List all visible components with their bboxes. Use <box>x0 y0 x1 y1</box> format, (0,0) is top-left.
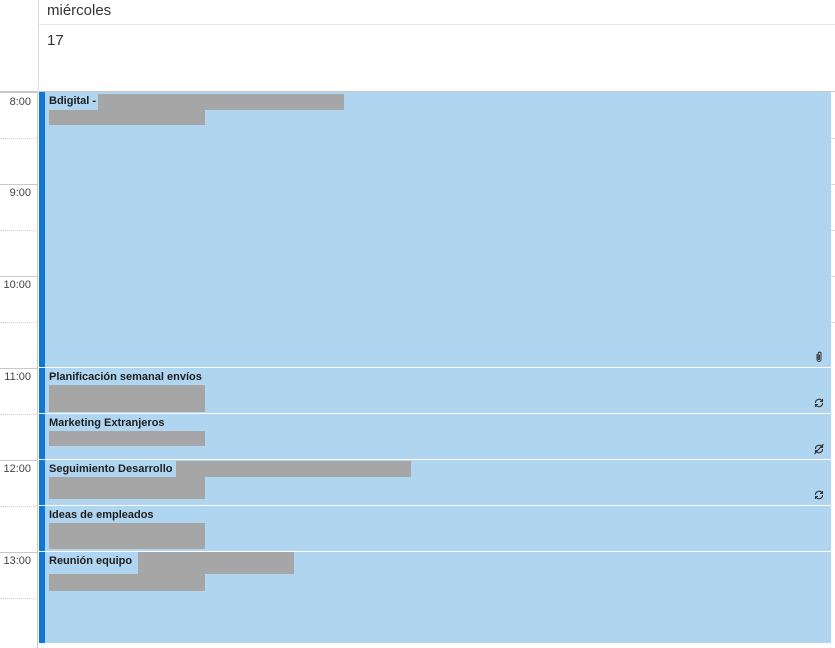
hour-line <box>0 552 38 553</box>
time-column-divider <box>38 0 39 92</box>
event-color-bar <box>39 552 45 643</box>
gutter-line <box>831 138 835 139</box>
event-reunion[interactable]: Reunión equipo <box>39 552 831 644</box>
event-seguimiento[interactable]: Seguimiento Desarrollo <box>39 460 831 506</box>
header-divider <box>39 24 835 25</box>
redacted-text <box>49 385 205 412</box>
event-color-bar <box>39 414 45 459</box>
redacted-text <box>138 552 294 574</box>
event-title: Planificación semanal envíos <box>49 371 202 383</box>
event-bdigital[interactable]: Bdigital - <box>39 92 831 368</box>
gutter-line <box>831 184 835 185</box>
recurring-exception-icon <box>814 443 824 455</box>
gutter-line <box>831 230 835 231</box>
half-hour-line <box>0 414 38 415</box>
day-header: miércoles 17 <box>0 0 835 92</box>
hour-line <box>0 368 38 369</box>
recurring-icon <box>814 490 824 500</box>
hour-label: 9:00 <box>9 187 31 199</box>
event-color-bar <box>39 460 45 505</box>
right-gutter <box>831 92 835 648</box>
event-color-bar <box>39 368 45 413</box>
event-title: Ideas de empleados <box>49 509 154 521</box>
hour-label: 12:00 <box>3 463 31 475</box>
event-planificacion[interactable]: Planificación semanal envíos <box>39 368 831 414</box>
day-number[interactable]: 17 <box>47 32 64 49</box>
gutter-line <box>831 322 835 323</box>
half-hour-line <box>0 598 38 599</box>
event-title: Reunión equipo <box>49 555 133 567</box>
paperclip-icon <box>816 351 822 362</box>
event-title: Marketing Extranjeros <box>49 417 165 429</box>
half-hour-line <box>0 506 38 507</box>
event-color-bar <box>39 506 45 551</box>
redacted-text <box>176 461 411 477</box>
gutter-line <box>831 276 835 277</box>
time-column: 8:00 9:00 10:00 11:00 12:00 13:00 <box>0 92 38 648</box>
redacted-text <box>49 431 205 446</box>
redacted-text <box>98 94 344 110</box>
half-hour-line <box>0 138 38 139</box>
redacted-text <box>49 477 205 499</box>
hour-label: 8:00 <box>9 96 31 108</box>
hour-label: 10:00 <box>3 279 31 291</box>
hour-line <box>0 276 38 277</box>
redacted-text <box>49 574 205 591</box>
recurring-icon <box>814 398 824 408</box>
hour-line <box>0 460 38 461</box>
half-hour-line <box>0 322 38 323</box>
hour-line <box>0 92 38 93</box>
redacted-text <box>49 110 205 125</box>
hour-line <box>0 184 38 185</box>
redacted-text <box>49 523 205 549</box>
event-title: Bdigital - <box>49 95 97 107</box>
event-title: Seguimiento Desarrollo <box>49 463 173 475</box>
event-color-bar <box>39 92 45 367</box>
hour-label: 13:00 <box>3 555 31 567</box>
event-marketing[interactable]: Marketing Extranjeros <box>39 414 831 460</box>
half-hour-line <box>0 230 38 231</box>
calendar-grid: 8:00 9:00 10:00 11:00 12:00 13:00 Bdigit… <box>0 92 835 648</box>
hour-label: 11:00 <box>4 371 31 383</box>
events-area: Bdigital - Planificación semanal envíos … <box>39 92 835 648</box>
event-ideas[interactable]: Ideas de empleados <box>39 506 831 552</box>
day-name[interactable]: miércoles <box>47 2 112 19</box>
